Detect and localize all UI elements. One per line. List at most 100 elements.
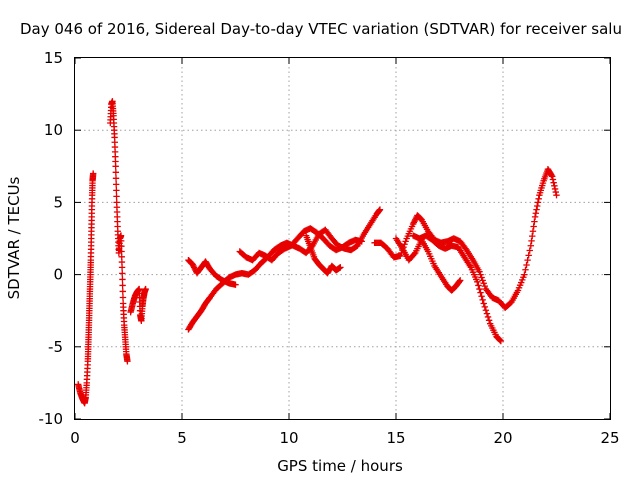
series-early-arc-2 <box>107 98 131 365</box>
x-tick-label: 0 <box>70 429 80 447</box>
data-point <box>119 270 126 277</box>
data-point <box>550 179 557 186</box>
data-point <box>529 228 537 235</box>
y-tick-label: 15 <box>44 49 63 67</box>
data-point <box>456 278 463 285</box>
data-point <box>483 310 491 317</box>
series-arc-C <box>236 225 365 264</box>
points-layer <box>75 98 560 407</box>
x-axis-label: GPS time / hours <box>277 457 403 475</box>
data-point <box>549 176 557 183</box>
data-point <box>481 303 489 311</box>
data-point <box>337 264 344 271</box>
data-point <box>551 185 559 193</box>
data-point <box>119 288 126 295</box>
data-point <box>479 296 486 304</box>
data-point <box>530 223 537 230</box>
data-point <box>410 219 418 226</box>
data-point <box>531 213 539 221</box>
data-point <box>553 191 560 199</box>
data-point <box>478 274 485 281</box>
data-point <box>534 202 541 210</box>
data-point <box>496 337 504 344</box>
data-point <box>533 206 540 213</box>
data-point <box>118 264 126 271</box>
data-point <box>189 261 196 268</box>
series-early-arc-3 <box>127 285 149 325</box>
data-point <box>89 170 97 177</box>
data-point <box>397 252 404 260</box>
data-point <box>411 217 418 225</box>
y-tick-label: 0 <box>53 266 63 284</box>
data-point <box>478 293 485 300</box>
y-tick-label: 10 <box>44 121 63 139</box>
data-point <box>190 264 198 271</box>
data-point <box>525 252 532 259</box>
data-point <box>481 282 489 290</box>
y-tick-label: 5 <box>53 193 63 211</box>
data-point <box>479 277 486 284</box>
data-point <box>527 242 535 249</box>
data-point <box>524 256 531 264</box>
data-point <box>475 282 482 289</box>
data-point <box>119 282 126 289</box>
y-tick-label: -10 <box>39 410 64 428</box>
series-arc-E <box>371 165 560 312</box>
data-point <box>142 285 149 293</box>
data-point <box>476 268 483 275</box>
data-point <box>119 276 126 283</box>
data-point <box>113 193 120 200</box>
data-point <box>528 237 535 245</box>
data-point <box>480 300 487 307</box>
y-axis-label: SDTVAR / TECUs <box>5 176 23 299</box>
data-point <box>529 232 536 240</box>
x-tick-label: 15 <box>386 429 405 447</box>
data-point <box>480 280 487 287</box>
data-point <box>477 271 484 278</box>
data-point <box>523 261 530 269</box>
data-point <box>409 220 417 228</box>
data-point <box>532 210 540 217</box>
data-point <box>124 358 131 365</box>
data-point <box>534 199 542 206</box>
data-point <box>522 266 529 273</box>
data-point <box>551 182 558 189</box>
data-point <box>232 281 239 288</box>
data-point <box>112 163 119 170</box>
data-point <box>417 215 424 222</box>
data-point <box>112 175 120 182</box>
x-tick-label: 10 <box>279 429 298 447</box>
series-arc-D <box>302 232 344 277</box>
data-point <box>112 181 120 188</box>
data-point <box>526 247 533 254</box>
data-point <box>113 187 120 194</box>
data-point <box>401 241 408 248</box>
data-point <box>552 188 559 196</box>
data-point <box>412 216 419 223</box>
data-point <box>482 307 490 314</box>
x-tick-label: 20 <box>493 429 512 447</box>
data-point <box>376 206 384 213</box>
data-point <box>484 313 492 321</box>
data-point <box>535 195 542 202</box>
data-point <box>477 289 484 296</box>
series-early-arc-1 <box>75 170 97 407</box>
data-point <box>548 172 555 179</box>
data-point <box>474 278 481 286</box>
data-point <box>457 277 464 284</box>
data-point <box>190 262 197 270</box>
data-point <box>497 337 505 345</box>
series-arc-G <box>409 232 505 345</box>
data-point <box>410 250 418 258</box>
data-point <box>119 294 127 301</box>
data-point <box>112 169 120 176</box>
y-tick-label: -5 <box>48 338 63 356</box>
x-tick-label: 25 <box>600 429 619 447</box>
data-point <box>402 238 409 245</box>
x-tick-label: 5 <box>177 429 187 447</box>
data-point <box>358 238 365 245</box>
data-point <box>496 336 503 343</box>
data-point <box>476 285 483 293</box>
